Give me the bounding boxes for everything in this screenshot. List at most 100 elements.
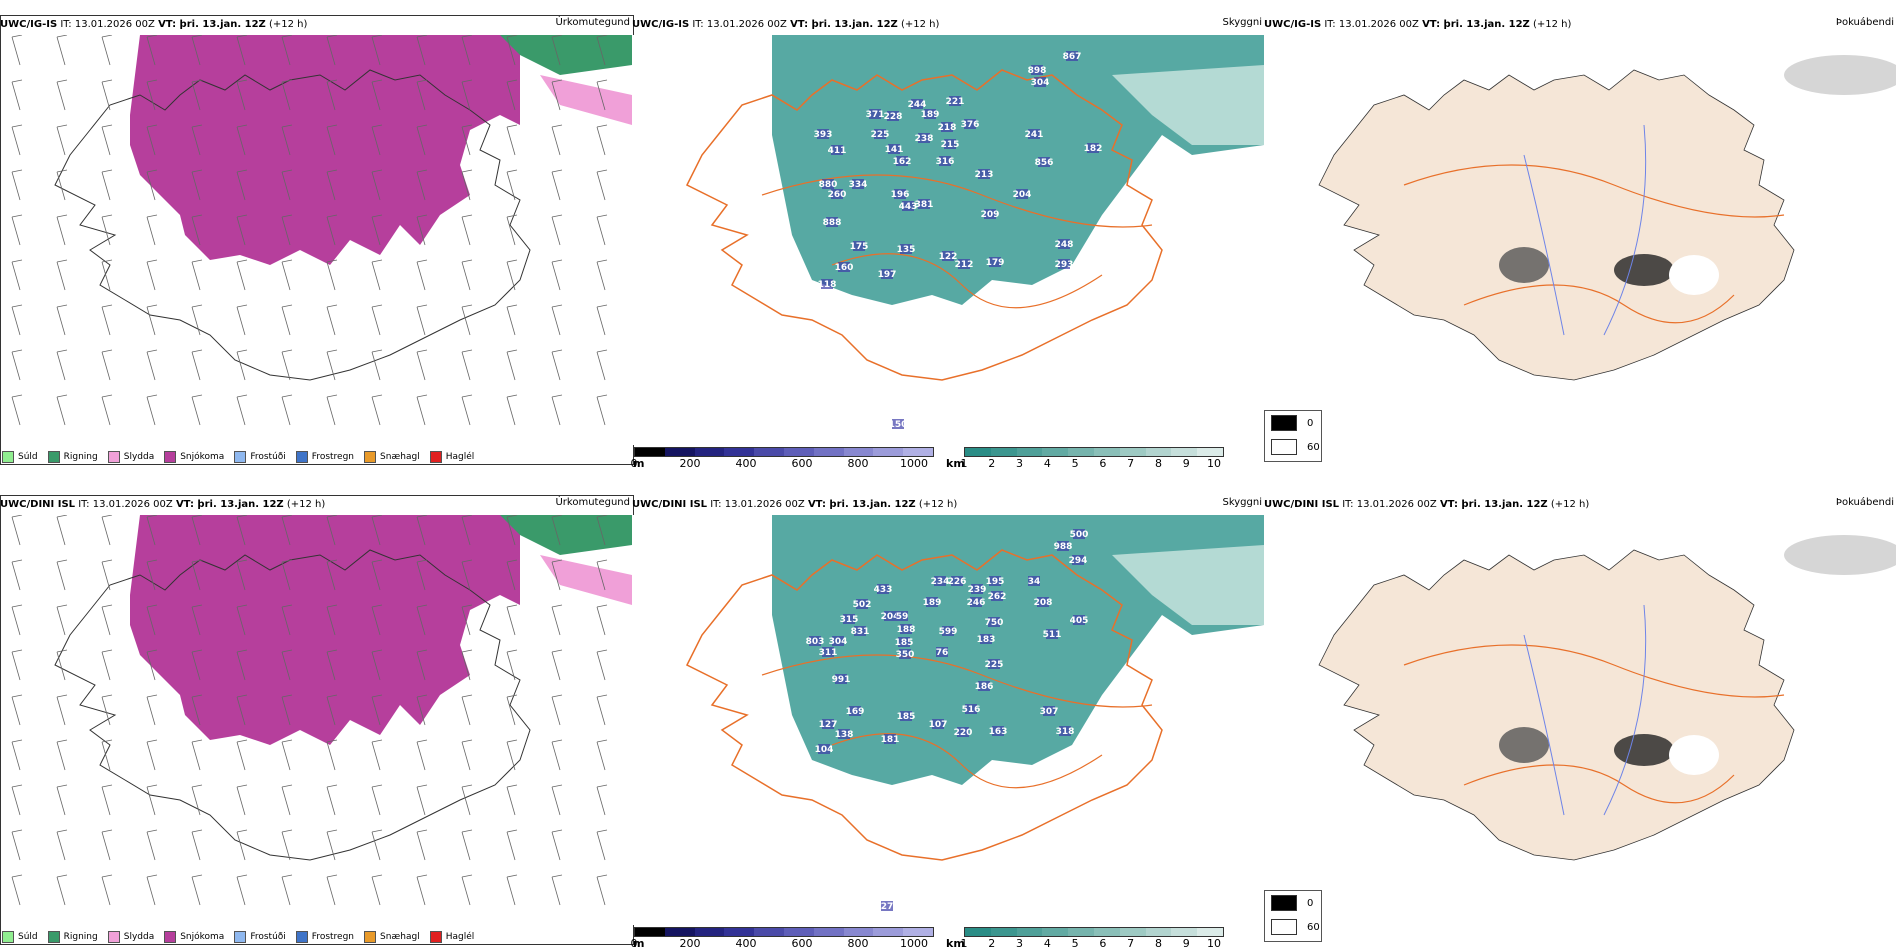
precip-legend-item: Rigning — [47, 451, 98, 463]
cloud-base-patch — [852, 179, 864, 189]
cloud-panel-row1: UWC/IG-IS IT: 13.01.2026 00Z VT: þri. 13… — [631, 15, 1264, 470]
wind-barb-flag — [101, 829, 113, 833]
cloud-base-label: 185 — [897, 712, 916, 722]
colorbar-tick: 8 — [1154, 937, 1162, 950]
river-line — [1603, 124, 1647, 336]
cloud-base-patch — [978, 681, 990, 691]
cloud-map: 867 898 304 221 244 371 228 189 393 225 218 376 238 2… — [632, 35, 1264, 445]
cloud-base-patch — [926, 597, 938, 607]
wind-barb — [551, 651, 561, 681]
cloud-base-patch — [884, 611, 896, 621]
coastline — [54, 549, 531, 861]
wind-barb-flag — [281, 829, 293, 833]
wind-barb-flag — [596, 874, 608, 878]
wind-barb-flag — [596, 349, 608, 353]
wind-barb — [146, 561, 156, 591]
cloud-base-patch — [957, 727, 969, 737]
wind-barb-flag — [56, 214, 68, 218]
wind-barb — [461, 36, 471, 66]
wind-barb-flag — [281, 259, 293, 263]
wind-barb — [11, 261, 21, 291]
cloud-base-unit: m — [633, 937, 645, 950]
wind-barb-flag — [146, 694, 158, 698]
cloud-base-patch — [838, 262, 850, 272]
wind-barb-flag — [506, 214, 518, 218]
wind-barb-flag — [416, 739, 428, 743]
wind-barb — [326, 351, 336, 381]
cloud-base-label: 234 — [931, 577, 950, 587]
ramp-step — [1093, 928, 1120, 936]
wind-barb-flag — [371, 214, 383, 218]
wind-barb-flag — [371, 304, 383, 308]
cloud-base-label: 988 — [1054, 542, 1073, 552]
cloud-base-label: 189 — [921, 110, 940, 120]
precip-legend-swatch — [234, 931, 247, 943]
wind-barb-flag — [506, 694, 518, 698]
precip-legend-swatch — [295, 931, 308, 943]
wind-barb-flag — [101, 169, 113, 173]
cloud-base-label: 315 — [840, 615, 859, 625]
colorbar-tick: 7 — [1127, 457, 1135, 470]
wind-barb — [416, 261, 426, 291]
wind-barb — [596, 36, 606, 66]
precip-legend-label: Rigning — [63, 452, 98, 462]
wind-barb-flag — [101, 79, 113, 83]
wind-barb-flag — [101, 124, 113, 128]
wind-barb — [506, 696, 516, 726]
wind-barb-flag — [281, 515, 293, 518]
fog-legend-value: 60 — [1307, 921, 1320, 933]
cloud-base-patch — [874, 129, 886, 139]
panel-title: Skyggni — [1222, 17, 1262, 28]
wind-barb-flag — [461, 784, 473, 788]
wind-barb — [461, 696, 471, 726]
lead-time: (+12 h) — [286, 499, 326, 510]
colorbar-tick: 800 — [847, 937, 869, 950]
fog-patch — [1499, 247, 1549, 283]
cloud-base-label: 376 — [961, 120, 980, 130]
wind-barb — [281, 306, 291, 336]
wind-barb-flag — [56, 559, 68, 563]
wind-barb-flag — [371, 515, 383, 518]
wind-barb-flag — [326, 559, 338, 563]
panel-frame — [0, 495, 634, 945]
wind-barb — [236, 831, 246, 861]
wind-barb — [461, 216, 471, 246]
wind-barb — [326, 741, 336, 771]
wind-barb — [101, 36, 111, 66]
panel-title: Úrkomutegund — [555, 17, 630, 28]
wind-barb-flag — [281, 874, 293, 878]
wind-barb-flag — [56, 394, 68, 398]
wind-barb — [551, 36, 561, 66]
ramp-step — [635, 448, 665, 456]
wind-barb-flag — [506, 829, 518, 833]
cloud-base-patch — [822, 179, 834, 189]
cloud-base-label: 204 — [881, 612, 900, 622]
wind-barb — [506, 561, 516, 591]
wind-barb-flag — [506, 79, 518, 83]
wind-barb — [236, 351, 246, 381]
wind-barb-flag — [371, 35, 383, 38]
wind-barb — [326, 786, 336, 816]
wind-barb-flag — [461, 559, 473, 563]
wind-barb — [11, 171, 21, 201]
cloud-base-label: 411 — [828, 146, 847, 156]
ramp-step — [664, 448, 695, 456]
ramp-step — [724, 448, 755, 456]
precip-legend-label: Slydda — [123, 932, 155, 942]
cloud-base-patch — [1046, 629, 1058, 639]
wind-barb-flag — [101, 259, 113, 263]
wind-barb — [101, 876, 111, 906]
wind-barb-flag — [11, 259, 23, 263]
wind-barb-flag — [146, 874, 158, 878]
ramp-step — [783, 448, 814, 456]
wind-barb — [551, 396, 561, 426]
cloud-base-label: 599 — [939, 627, 958, 637]
wind-barb-flag — [461, 304, 473, 308]
wind-barb — [191, 261, 201, 291]
precip-legend-label: Snjókoma — [180, 932, 225, 942]
wind-barb — [416, 171, 426, 201]
wind-barb — [191, 651, 201, 681]
wind-barb-flag — [236, 394, 248, 398]
wind-barb — [236, 696, 246, 726]
wind-barb — [596, 306, 606, 336]
